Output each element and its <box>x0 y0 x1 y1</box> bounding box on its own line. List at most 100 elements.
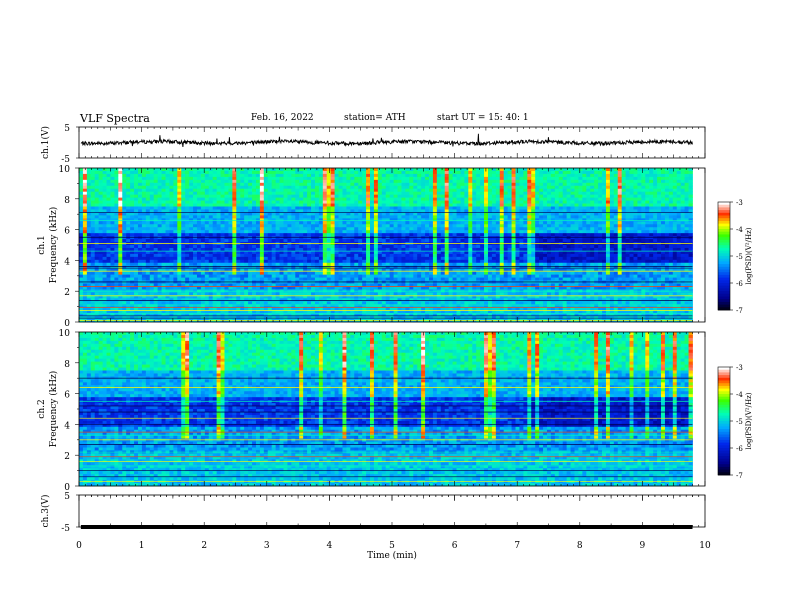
colorbar-segment <box>718 445 730 449</box>
y-tick-label: 2 <box>64 452 70 462</box>
colorbar-segment <box>718 456 730 460</box>
colorbar-segment <box>718 266 730 270</box>
colorbar-segment <box>718 394 730 398</box>
colorbar-segment <box>718 367 730 371</box>
colorbar-segment <box>718 239 730 243</box>
colorbar-segment <box>718 291 730 295</box>
y-tick-label: 4 <box>64 421 70 431</box>
colorbar-segment <box>718 293 730 297</box>
y-tick-label: 10 <box>59 329 71 339</box>
colorbar-label: log(PSD)(V²/Hz) <box>745 392 753 449</box>
colorbar-segment <box>718 426 730 430</box>
colorbar-segment <box>718 410 730 414</box>
colorbar-tick-label: -3 <box>736 199 743 207</box>
colorbar-segment <box>718 402 730 406</box>
colorbar-segment <box>718 307 730 311</box>
colorbar-segment <box>718 469 730 473</box>
y-tick-label: 2 <box>64 288 70 298</box>
colorbar-tick-label: -7 <box>736 472 743 480</box>
colorbar-segment <box>718 375 730 379</box>
colorbar-segment <box>718 439 730 443</box>
x-tick-label: 4 <box>327 541 333 551</box>
colorbar-segment <box>718 264 730 268</box>
y-tick-label: -5 <box>61 155 70 165</box>
colorbar-segment <box>718 461 730 465</box>
y-tick-label: 10 <box>59 165 71 175</box>
y-tick-label: 0 <box>64 483 70 493</box>
colorbar-tick-label: -6 <box>736 280 743 288</box>
colorbar-segment <box>718 423 730 427</box>
colorbar-segment <box>718 272 730 276</box>
colorbar-segment <box>718 250 730 254</box>
colorbar-segment <box>718 234 730 238</box>
colorbar-segment <box>718 207 730 211</box>
colorbar-tick-label: -3 <box>736 364 743 372</box>
colorbar-segment <box>718 442 730 446</box>
colorbar-segment <box>718 458 730 462</box>
colorbar-segment <box>718 418 730 422</box>
colorbar-segment <box>718 296 730 300</box>
colorbar-segment <box>718 301 730 305</box>
channel-label: ch.1 <box>37 235 47 254</box>
colorbar-segment <box>718 223 730 227</box>
colorbar-segment <box>718 372 730 376</box>
x-axis-label: Time (min) <box>367 550 417 561</box>
colorbar-segment <box>718 412 730 416</box>
colorbar-segment <box>718 385 730 389</box>
colorbar-segment <box>718 377 730 381</box>
colorbar-segment <box>718 429 730 433</box>
colorbar-segment <box>718 380 730 384</box>
y-tick-label: -5 <box>61 524 70 534</box>
colorbar-segment <box>718 269 730 273</box>
colorbar-segment <box>718 253 730 257</box>
colorbar-segment <box>718 202 730 206</box>
y-tick-label: 6 <box>64 391 70 401</box>
colorbar-segment <box>718 245 730 249</box>
colorbar-segment <box>718 383 730 387</box>
colorbar-segment <box>718 247 730 251</box>
station-label: station= ATH <box>344 113 406 123</box>
colorbar-segment <box>718 226 730 230</box>
x-tick-label: 7 <box>514 541 520 551</box>
colorbar-segment <box>718 388 730 392</box>
x-tick-label: 10 <box>699 541 711 551</box>
start-time-label: start UT = 15: 40: 1 <box>437 113 529 123</box>
colorbar-segment <box>718 212 730 216</box>
x-tick-label: 8 <box>577 541 583 551</box>
x-tick-label: 6 <box>452 541 458 551</box>
colorbar-segment <box>718 421 730 425</box>
x-tick-label: 3 <box>264 541 270 551</box>
colorbar-tick-label: -4 <box>736 226 743 234</box>
colorbar-segment <box>718 231 730 235</box>
colorbar-segment <box>718 242 730 246</box>
y-axis-label: Frequency (kHz) <box>48 371 59 448</box>
colorbar-tick-label: -5 <box>736 253 743 261</box>
ch1-waveform-trace <box>80 133 693 148</box>
colorbar-segment <box>718 218 730 222</box>
colorbar-tick-label: -6 <box>736 445 743 453</box>
y-axis-label: Frequency (kHz) <box>48 207 59 284</box>
y-tick-label: 6 <box>64 227 70 237</box>
colorbar-segment <box>718 431 730 435</box>
figure-title: VLF Spectra <box>80 112 150 125</box>
colorbar-segment <box>718 434 730 438</box>
colorbar-segment <box>718 210 730 214</box>
colorbar-segment <box>718 448 730 452</box>
colorbar-segment <box>718 215 730 219</box>
colorbar-segment <box>718 204 730 208</box>
colorbar-segment <box>718 285 730 289</box>
colorbar-segment <box>718 399 730 403</box>
colorbar-segment <box>718 288 730 292</box>
colorbar-segment <box>718 261 730 265</box>
colorbar-segment <box>718 229 730 233</box>
colorbar-segment <box>718 391 730 395</box>
colorbar-segment <box>718 450 730 454</box>
colorbar-segment <box>718 437 730 441</box>
date-label: Feb. 16, 2022 <box>251 113 314 123</box>
colorbar-segment <box>718 274 730 278</box>
colorbar-segment <box>718 220 730 224</box>
colorbar-segment <box>718 407 730 411</box>
x-tick-label: 0 <box>76 541 82 551</box>
y-tick-label: 8 <box>64 196 70 206</box>
spectrogram-cells <box>79 168 693 323</box>
